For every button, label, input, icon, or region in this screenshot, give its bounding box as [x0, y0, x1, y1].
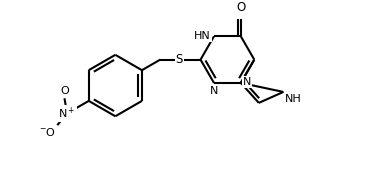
- Text: N: N: [210, 86, 218, 96]
- Text: HN: HN: [194, 31, 211, 41]
- Text: $^{-}$O: $^{-}$O: [39, 126, 56, 138]
- Text: N: N: [243, 77, 251, 87]
- Text: S: S: [176, 53, 183, 66]
- Text: O: O: [236, 1, 245, 14]
- Text: O: O: [60, 86, 69, 96]
- Text: NH: NH: [285, 94, 302, 104]
- Text: N$^+$: N$^+$: [58, 106, 76, 121]
